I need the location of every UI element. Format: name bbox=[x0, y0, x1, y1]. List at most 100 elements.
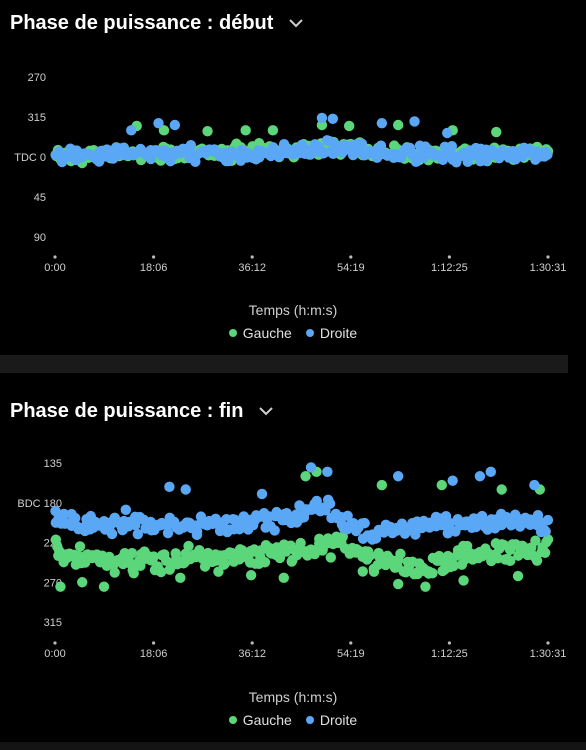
x-axis-label: Temps (h:m:s) bbox=[248, 689, 338, 705]
data-point bbox=[202, 126, 213, 137]
legend-label-left: Gauche bbox=[242, 712, 292, 728]
data-point bbox=[531, 555, 543, 566]
data-point bbox=[512, 570, 524, 582]
x-tick-label: 36:12 bbox=[238, 648, 266, 660]
data-point bbox=[474, 471, 486, 482]
chevron-down-icon[interactable] bbox=[257, 403, 275, 421]
y-tick-label: 45 bbox=[34, 192, 46, 204]
data-point bbox=[342, 510, 353, 522]
data-point bbox=[542, 514, 554, 526]
data-point bbox=[267, 125, 279, 136]
data-point bbox=[162, 527, 174, 539]
data-point bbox=[505, 555, 516, 567]
data-point bbox=[269, 525, 280, 536]
series-right bbox=[50, 462, 554, 545]
section-divider bbox=[0, 355, 568, 373]
data-point bbox=[327, 113, 339, 124]
x-tick-mark bbox=[546, 255, 550, 259]
x-tick-label: 54:19 bbox=[337, 648, 365, 660]
x-tick-mark bbox=[250, 255, 254, 259]
data-point bbox=[325, 552, 336, 563]
data-point bbox=[256, 488, 268, 500]
data-point bbox=[491, 126, 502, 138]
data-point bbox=[223, 155, 234, 167]
x-axis-label: Temps (h:m:s) bbox=[248, 302, 338, 318]
data-point bbox=[496, 484, 507, 495]
data-point bbox=[158, 125, 170, 136]
data-point bbox=[427, 568, 438, 579]
data-point bbox=[240, 125, 251, 136]
data-point bbox=[126, 125, 137, 136]
x-tick-label: 0:00 bbox=[44, 262, 65, 274]
data-point bbox=[170, 548, 181, 559]
data-point bbox=[120, 504, 132, 516]
data-point bbox=[446, 140, 458, 152]
data-point bbox=[305, 462, 317, 473]
legend-swatch-left bbox=[228, 716, 237, 724]
data-point bbox=[395, 548, 406, 560]
x-tick-mark bbox=[53, 255, 57, 259]
data-point bbox=[185, 140, 197, 151]
legend-item-left: Gauche bbox=[228, 325, 292, 341]
data-point bbox=[540, 526, 551, 537]
data-point bbox=[448, 560, 459, 572]
legend: Gauche Droite bbox=[0, 325, 586, 341]
data-point bbox=[539, 547, 551, 558]
data-point bbox=[392, 119, 404, 131]
chevron-down-icon[interactable] bbox=[287, 15, 305, 33]
data-point bbox=[392, 471, 404, 482]
data-point bbox=[359, 517, 370, 529]
data-point bbox=[442, 127, 453, 139]
data-point bbox=[128, 567, 139, 579]
legend-label-right: Droite bbox=[319, 325, 358, 341]
x-tick-mark bbox=[152, 641, 156, 645]
data-point bbox=[259, 557, 271, 568]
x-tick-label: 18:06 bbox=[140, 262, 168, 274]
scatter-plot[interactable]: 270 315 TDC 0 45 90 0:00 18:06 36:12 54:19 1:12:2… bbox=[0, 0, 586, 290]
x-tick-mark bbox=[349, 641, 353, 645]
data-point bbox=[58, 508, 70, 520]
legend-label-left: Gauche bbox=[242, 325, 292, 341]
data-point bbox=[106, 528, 118, 540]
data-point bbox=[213, 566, 224, 577]
y-tick-label: 315 bbox=[28, 112, 46, 124]
x-tick-label: 54:19 bbox=[337, 262, 365, 274]
data-point bbox=[364, 550, 375, 562]
data-point bbox=[357, 566, 368, 577]
chart-title: Phase de puissance : début bbox=[10, 12, 274, 34]
data-point bbox=[109, 567, 120, 578]
x-tick-label: 0:00 bbox=[44, 648, 65, 660]
data-point bbox=[169, 119, 181, 131]
data-point bbox=[375, 140, 387, 151]
x-tick-mark bbox=[447, 255, 451, 259]
x-tick-label: 36:12 bbox=[238, 262, 266, 274]
data-point bbox=[392, 578, 404, 590]
y-tick-label: 90 bbox=[34, 232, 46, 244]
x-tick-label: 18:06 bbox=[140, 648, 168, 660]
data-point bbox=[370, 533, 382, 544]
data-point bbox=[183, 540, 194, 552]
y-tick-label: BDC 180 bbox=[17, 498, 62, 510]
legend-item-left: Gauche bbox=[228, 712, 292, 728]
legend-item-right: Droite bbox=[305, 712, 357, 728]
x-tick-mark bbox=[349, 255, 353, 259]
data-point bbox=[337, 531, 348, 543]
data-point bbox=[316, 112, 328, 124]
data-point bbox=[324, 498, 336, 509]
data-point bbox=[148, 551, 159, 562]
data-point bbox=[529, 479, 540, 491]
data-point bbox=[180, 484, 191, 495]
x-tick-mark bbox=[250, 641, 254, 645]
data-points bbox=[50, 462, 554, 592]
legend-swatch-left bbox=[228, 329, 237, 337]
data-point bbox=[485, 466, 497, 478]
data-point bbox=[295, 537, 306, 549]
chart-header[interactable]: Phase de puissance : fin bbox=[10, 400, 275, 423]
chart-header[interactable]: Phase de puissance : début bbox=[10, 12, 305, 35]
data-point bbox=[130, 519, 141, 531]
data-point bbox=[153, 118, 164, 129]
data-point bbox=[542, 149, 553, 160]
data-point bbox=[55, 581, 66, 592]
